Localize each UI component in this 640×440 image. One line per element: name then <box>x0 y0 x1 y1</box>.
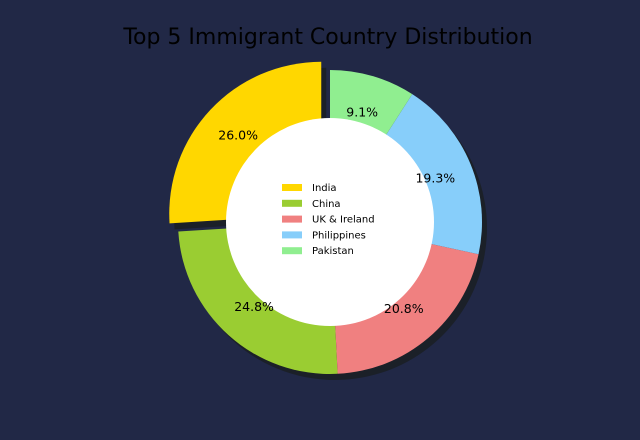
legend-label-pakistan: Pakistan <box>312 246 354 257</box>
legend-label-china: China <box>312 199 341 210</box>
pct-label-philippines: 19.3% <box>415 170 455 185</box>
legend-swatch-uk-ireland <box>282 215 302 223</box>
legend-label-uk-ireland: UK & Ireland <box>312 215 375 226</box>
legend-swatch-india <box>282 184 302 191</box>
pct-label-china: 24.8% <box>234 299 274 314</box>
legend: India China UK & Ireland Philippines Pakista… <box>282 183 375 257</box>
legend-label-philippines: Philippines <box>312 230 366 241</box>
legend-label-india: India <box>312 183 337 194</box>
legend-swatch-china <box>282 199 302 207</box>
label-layer: 26.0% 24.8% 20.8% 19.3% 9.1% <box>218 105 455 316</box>
donut-hole <box>226 118 434 326</box>
chart-title: Top 5 Immigrant Country Distribution <box>122 25 532 50</box>
pct-label-uk-ireland: 20.8% <box>384 301 424 316</box>
pct-label-india: 26.0% <box>218 128 258 143</box>
pct-label-pakistan: 9.1% <box>346 105 378 120</box>
legend-swatch-philippines <box>282 231 302 239</box>
legend-swatch-pakistan <box>282 247 302 255</box>
